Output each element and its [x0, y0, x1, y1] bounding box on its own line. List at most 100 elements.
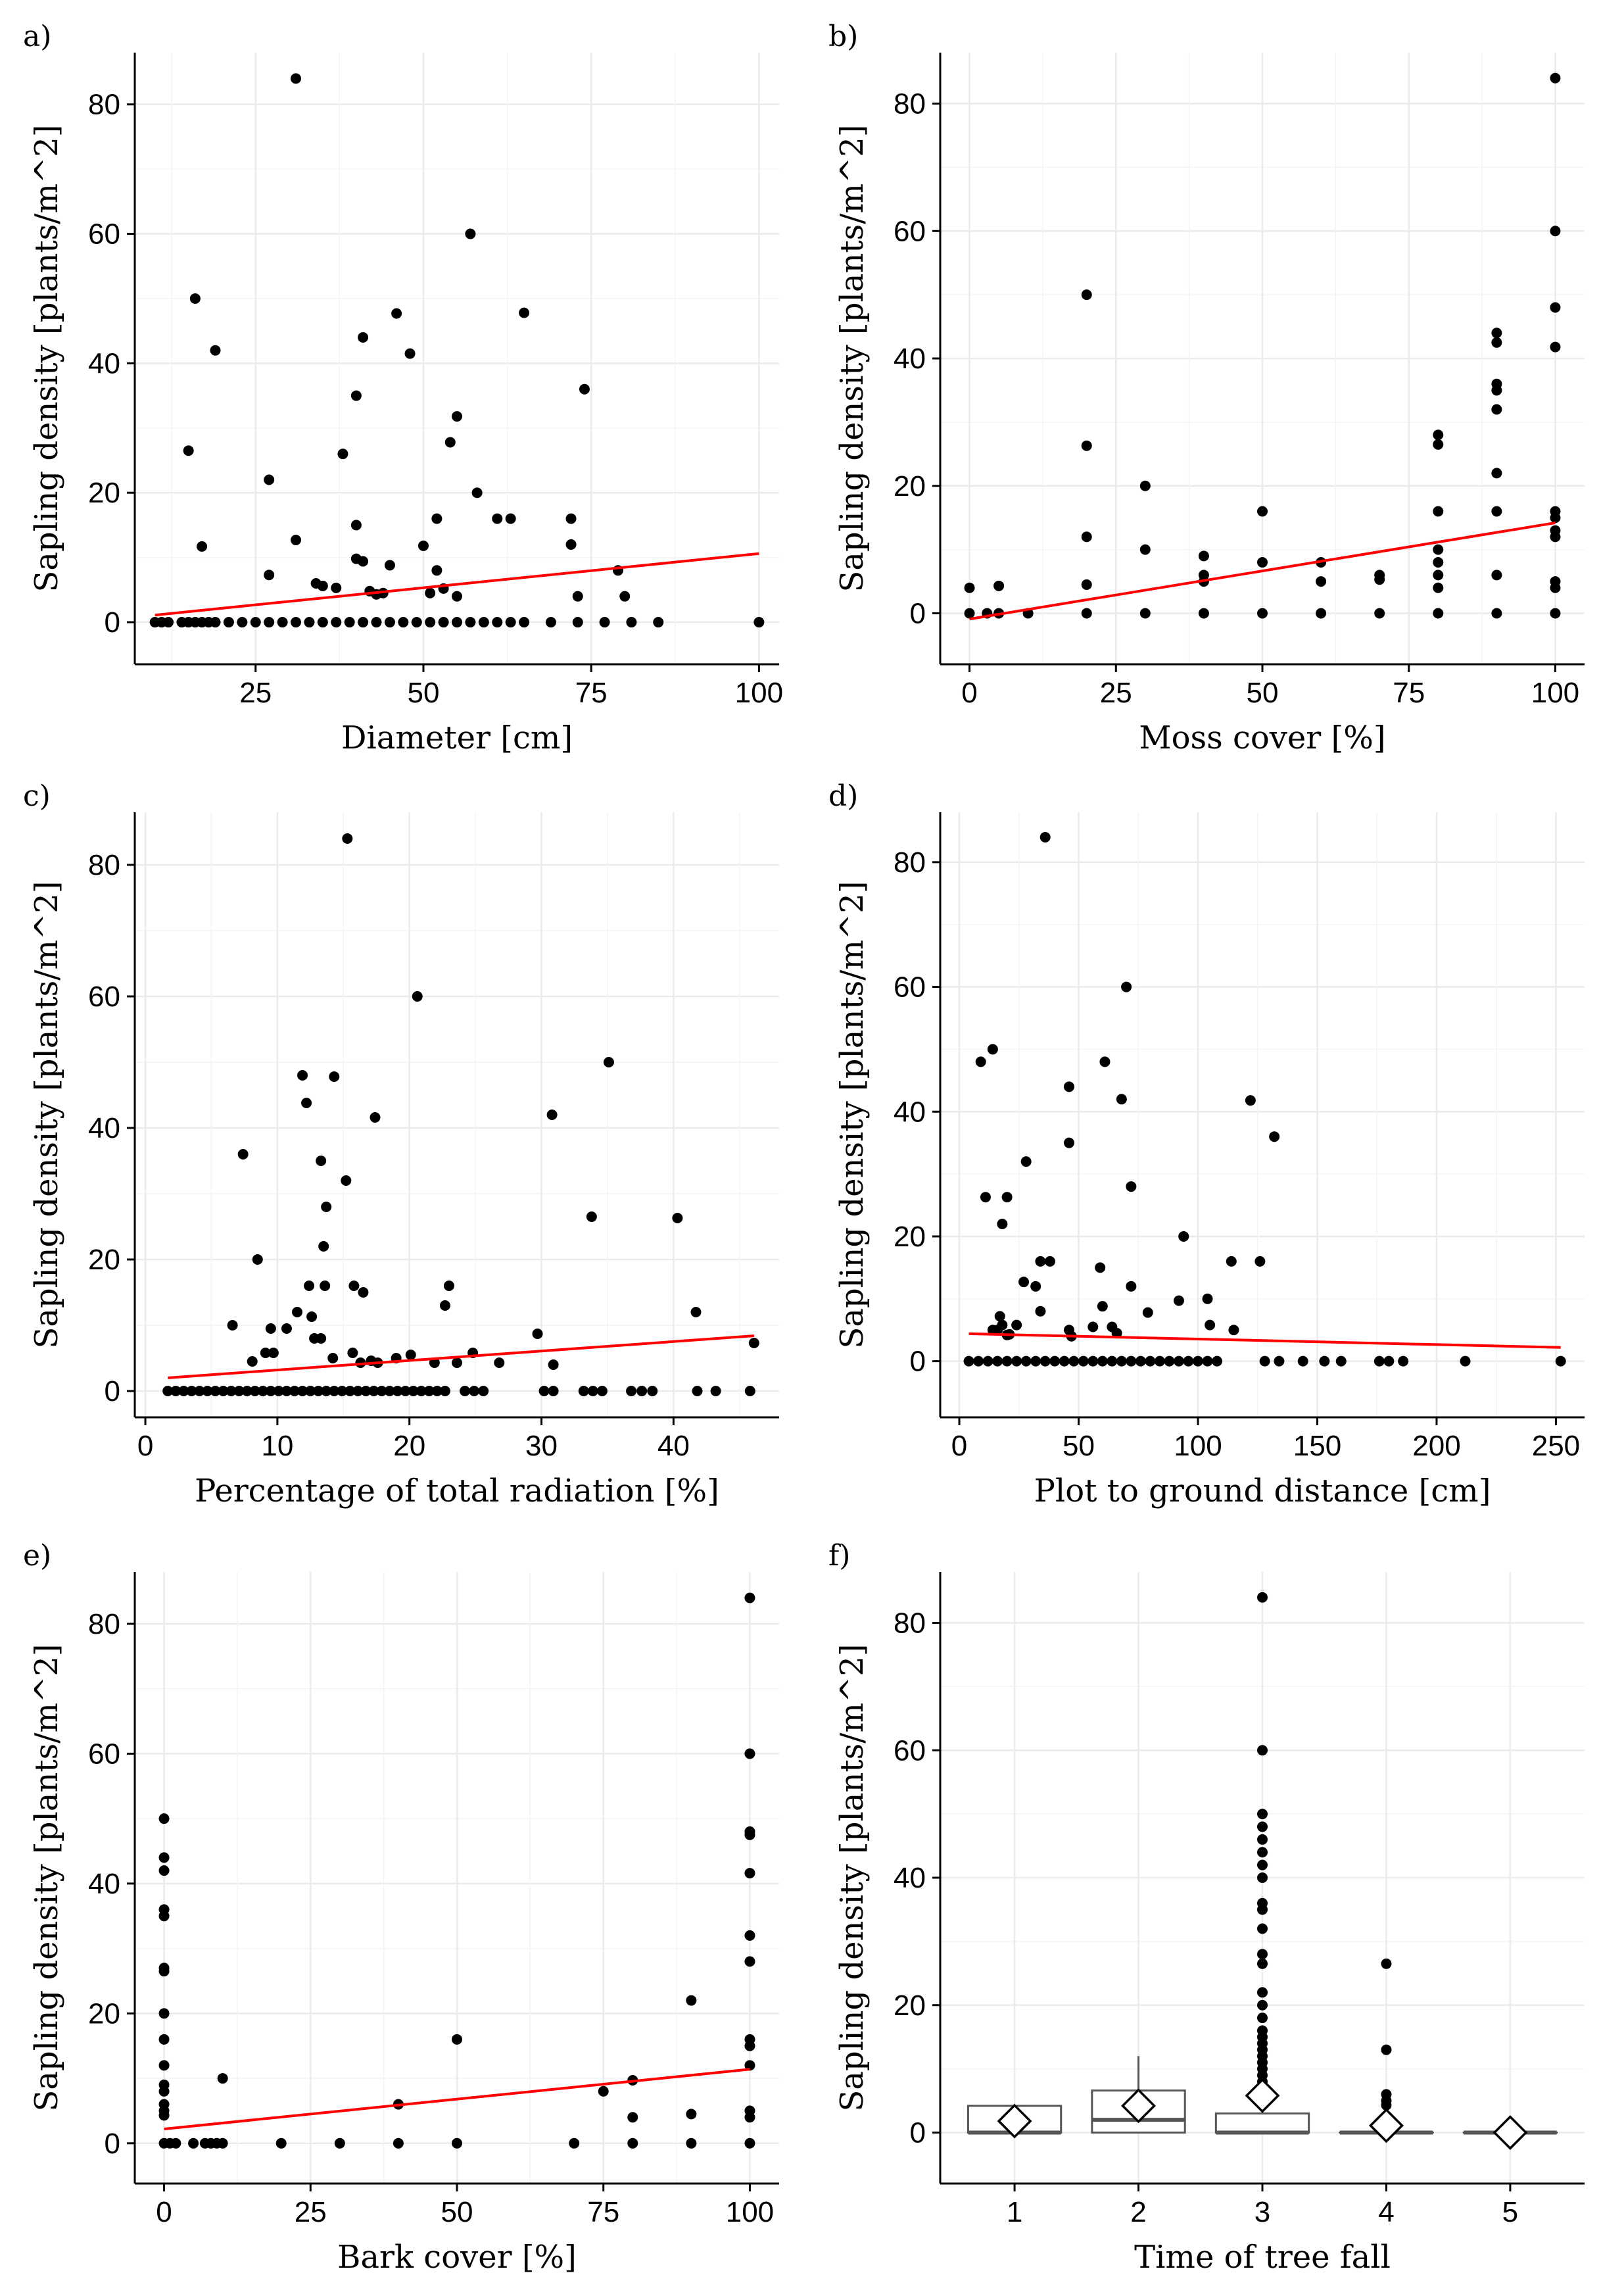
data-point [344, 617, 355, 628]
y-tick-label: 0 [910, 2117, 926, 2149]
data-point [183, 445, 194, 456]
data-point [596, 1386, 608, 1396]
data-point [249, 1386, 260, 1396]
data-point [975, 1056, 986, 1067]
outlier-point [1381, 1958, 1392, 1969]
x-tick-label: 25 [295, 2196, 327, 2228]
data-point [392, 1386, 403, 1396]
data-point [1126, 1281, 1137, 1292]
data-point [158, 2034, 170, 2045]
data-point [408, 1386, 419, 1396]
data-point [158, 1813, 170, 1824]
data-point [237, 617, 248, 628]
data-point [376, 1386, 387, 1396]
y-tick-label: 0 [910, 598, 926, 630]
data-point [1011, 1356, 1022, 1367]
x-axis-title: Plot to ground distance [cm] [1034, 1473, 1491, 1509]
mean-marker [1368, 2108, 1404, 2143]
data-point [443, 1281, 454, 1291]
y-tick-label: 20 [88, 1244, 120, 1276]
y-tick-label: 60 [88, 218, 120, 251]
data-point [1164, 1356, 1175, 1367]
data-point [260, 1348, 271, 1358]
x-tick-label: 100 [726, 2196, 774, 2228]
points [963, 831, 1566, 1367]
data-point [1154, 1356, 1165, 1367]
data-point [1039, 831, 1051, 843]
data-point [465, 617, 476, 628]
data-point [1335, 1356, 1347, 1367]
y-tick-label: 80 [894, 1607, 926, 1640]
data-point [1433, 608, 1444, 619]
outlier-point [1381, 2099, 1392, 2111]
data-point [350, 520, 362, 531]
data-point [1145, 1356, 1156, 1367]
mean-marker [1493, 2115, 1528, 2150]
mean-marker [997, 2103, 1032, 2139]
data-point [1097, 1356, 1108, 1367]
y-tick-label: 0 [105, 1375, 120, 1407]
y-tick-label: 20 [894, 1221, 926, 1253]
data-point [1178, 1231, 1189, 1242]
data-point [1316, 576, 1327, 587]
y-tick-label: 60 [88, 981, 120, 1013]
data-point [1107, 1356, 1118, 1367]
data-point [1121, 981, 1132, 992]
data-point [452, 591, 462, 602]
x-tick-label: 0 [951, 1430, 967, 1462]
box-5 [1462, 2115, 1558, 2150]
data-point [1198, 550, 1209, 562]
data-point [320, 1281, 331, 1291]
data-point [400, 1386, 411, 1396]
data-point [994, 1311, 1005, 1322]
data-point [748, 1338, 759, 1348]
panel-c: 0 20 40 60 80 0 10 20 30 40 Percentage of total ra… [23, 779, 779, 1509]
data-point [162, 1386, 174, 1396]
data-point [546, 1110, 558, 1120]
data-point [452, 2034, 462, 2045]
x-tick-label: 1 [1007, 2196, 1022, 2228]
y-tick-label: 20 [894, 470, 926, 502]
outlier-point [1257, 1834, 1268, 1845]
data-point [391, 308, 402, 319]
panel-f: 0 20 40 60 80 1 2 3 4 5 Time of tree fall Sapling d… [828, 1539, 1585, 2276]
data-point [1111, 1327, 1122, 1338]
data-point [973, 1356, 984, 1367]
data-point [418, 540, 429, 551]
data-point [1257, 557, 1268, 568]
data-point [452, 411, 462, 422]
iqr-box [1214, 2112, 1310, 2134]
data-point [1374, 574, 1385, 585]
y-tick-label: 40 [894, 343, 926, 375]
data-point [686, 1995, 697, 2006]
data-point [431, 565, 442, 576]
y-tick-label: 80 [88, 89, 120, 121]
data-point [653, 617, 664, 628]
data-point [686, 2109, 697, 2120]
box-2 [1091, 2056, 1186, 2134]
data-point [1193, 1356, 1203, 1367]
y-axis-title: Sapling density [plants/m^2] [834, 1644, 871, 2112]
data-point [265, 1323, 276, 1334]
data-point [341, 1175, 352, 1186]
data-point [226, 1386, 237, 1396]
x-tick-label: 25 [239, 677, 272, 709]
panel-label: e) [23, 1539, 51, 1573]
data-point [275, 2137, 287, 2149]
y-axis-title: Sapling density [plants/m^2] [28, 125, 65, 593]
data-point [252, 1254, 263, 1265]
data-point [1081, 531, 1092, 543]
data-point [412, 991, 423, 1002]
data-point [1018, 1277, 1030, 1288]
data-point [982, 1356, 993, 1367]
data-point [1460, 1356, 1471, 1367]
x-tick-label: 5 [1502, 2196, 1518, 2228]
data-point [505, 617, 516, 628]
data-point [565, 513, 577, 524]
data-point [1255, 1256, 1266, 1267]
data-point [492, 617, 503, 628]
data-point [1433, 544, 1444, 555]
data-point [744, 1829, 755, 1840]
outlier-point [1257, 1821, 1268, 1832]
data-point [277, 617, 288, 628]
